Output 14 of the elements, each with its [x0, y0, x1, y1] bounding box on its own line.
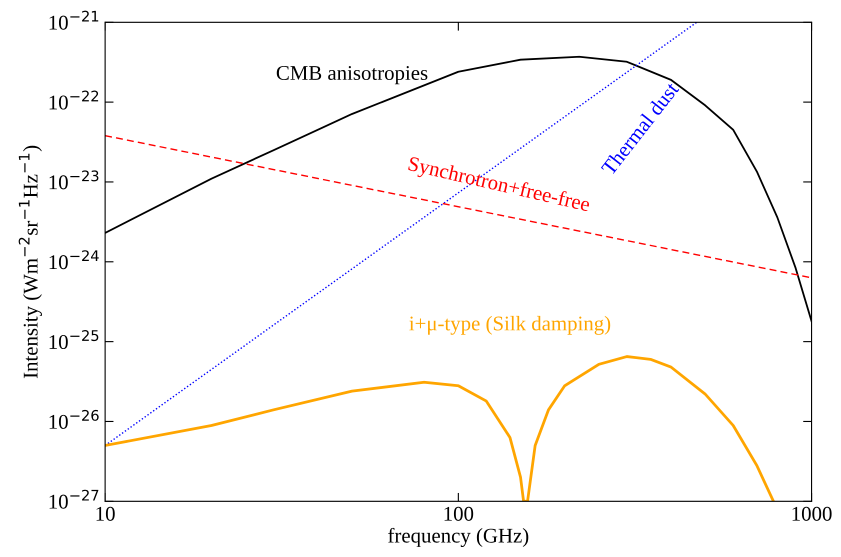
x-axis-title: frequency (GHz)	[388, 528, 528, 547]
series-label: i+μ-type (Silk damping)	[409, 316, 610, 335]
y-tick-label: 10$^{−21}$	[50, 10, 98, 30]
y-tick-label: 10$^{−23}$	[50, 170, 98, 190]
x-tick-label: 1000	[792, 506, 832, 521]
y-axis-title: Intensity (Wm$^{−2}$sr$^{−1}$Hz$^{−1}$)	[18, 146, 42, 378]
y-tick-label: 10$^{−22}$	[50, 90, 98, 110]
x-tick-label: 100	[444, 506, 474, 521]
x-tick-label: 10	[96, 506, 115, 521]
y-tick-label: 10$^{−26}$	[50, 410, 99, 429]
y-tick-label: 10$^{−27}$	[50, 490, 98, 509]
series-label: CMB anisotropies	[276, 66, 428, 84]
y-tick-label: 10$^{−24}$	[50, 250, 99, 270]
y-tick-label: 10$^{−25}$	[50, 330, 98, 350]
